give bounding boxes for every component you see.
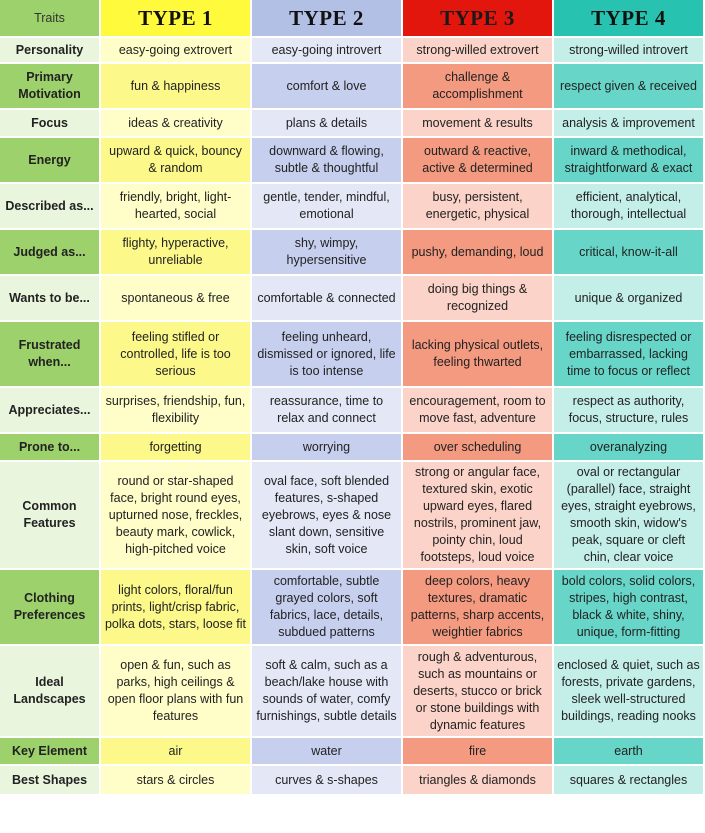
type-4-cell: critical, know-it-all — [553, 229, 705, 276]
table-row: Ideal Landscapes open & fun, such as park… — [0, 645, 705, 738]
type-2-cell: plans & details — [251, 109, 403, 138]
row-label: Energy — [0, 137, 101, 184]
type-2-cell: gentle, tender, mindful, emotional — [251, 183, 403, 230]
row-label: Clothing Preferences — [0, 569, 101, 646]
type-4-cell: squares & rectangles — [553, 765, 705, 796]
type-4-cell: bold colors, solid colors, stripes, high… — [553, 569, 705, 646]
traits-table: Traits TYPE 1 TYPE 2 TYPE 3 TYPE 4 Perso… — [0, 0, 705, 796]
type-4-header: TYPE 4 — [553, 0, 705, 38]
type-1-cell: round or star-shaped face, bright round … — [100, 461, 252, 570]
table-row: Focus ideas & creativity plans & details mo… — [0, 109, 705, 138]
type-1-cell: light colors, floral/fun prints, light/c… — [100, 569, 252, 646]
table-row: Appreciates... surprises, friendship, fun… — [0, 387, 705, 434]
row-label: Primary Motivation — [0, 63, 101, 110]
type-3-cell: lacking physical outlets, feeling thwart… — [402, 321, 554, 388]
type-4-cell: enclosed & quiet, such as forests, priva… — [553, 645, 705, 738]
row-label: Wants to be... — [0, 275, 101, 322]
type-3-cell: challenge & accomplishment — [402, 63, 554, 110]
row-label: Frustrated when... — [0, 321, 101, 388]
type-1-cell: feeling stifled or controlled, life is t… — [100, 321, 252, 388]
row-label: Ideal Landscapes — [0, 645, 101, 738]
type-2-cell: water — [251, 737, 403, 766]
type-2-cell: feeling unheard, dismissed or ignored, l… — [251, 321, 403, 388]
type-2-cell: curves & s-shapes — [251, 765, 403, 796]
table-row: Common Features round or star-shaped face… — [0, 461, 705, 570]
type-4-cell: oval or rectangular (parallel) face, str… — [553, 461, 705, 570]
type-3-cell: deep colors, heavy textures, dramatic pa… — [402, 569, 554, 646]
type-3-cell: strong-willed extrovert — [402, 37, 554, 64]
type-1-cell: fun & happiness — [100, 63, 252, 110]
type-3-cell: over scheduling — [402, 433, 554, 462]
type-4-cell: respect given & received — [553, 63, 705, 110]
table-row: Frustrated when... feeling stifled or con… — [0, 321, 705, 388]
row-label: Common Features — [0, 461, 101, 570]
type-1-cell: easy-going extrovert — [100, 37, 252, 64]
type-1-cell: surprises, friendship, fun, flexibility — [100, 387, 252, 434]
type-2-cell: shy, wimpy, hypersensitive — [251, 229, 403, 276]
type-2-cell: easy-going introvert — [251, 37, 403, 64]
type-2-cell: worrying — [251, 433, 403, 462]
row-label: Personality — [0, 37, 101, 64]
row-label: Appreciates... — [0, 387, 101, 434]
type-2-cell: downward & flowing, subtle & thoughtful — [251, 137, 403, 184]
type-2-cell: reassurance, time to relax and connect — [251, 387, 403, 434]
row-label: Prone to... — [0, 433, 101, 462]
table-row: Prone to... forgetting worrying over schedu… — [0, 433, 705, 462]
type-3-cell: rough & adventurous, such as mountains o… — [402, 645, 554, 738]
type-2-cell: soft & calm, such as a beach/lake house … — [251, 645, 403, 738]
type-3-cell: outward & reactive, active & determined — [402, 137, 554, 184]
type-4-cell: strong-willed introvert — [553, 37, 705, 64]
table-row: Clothing Preferences light colors, floral… — [0, 569, 705, 646]
type-3-header: TYPE 3 — [402, 0, 554, 38]
traits-header: Traits — [0, 0, 101, 38]
type-4-cell: overanalyzing — [553, 433, 705, 462]
type-1-cell: friendly, bright, light-hearted, social — [100, 183, 252, 230]
table-row: Key Element air water fire earth — [0, 737, 705, 766]
type-3-cell: strong or angular face, textured skin, e… — [402, 461, 554, 570]
type-3-cell: triangles & diamonds — [402, 765, 554, 796]
type-4-cell: respect as authority, focus, structure, … — [553, 387, 705, 434]
type-4-cell: feeling disrespected or embarrassed, lac… — [553, 321, 705, 388]
table-row: Personality easy-going extrovert easy-goin… — [0, 37, 705, 64]
type-2-header: TYPE 2 — [251, 0, 403, 38]
type-1-cell: upward & quick, bouncy & random — [100, 137, 252, 184]
type-4-cell: inward & methodical, straightforward & e… — [553, 137, 705, 184]
row-label: Best Shapes — [0, 765, 101, 796]
type-2-cell: comfort & love — [251, 63, 403, 110]
type-4-cell: analysis & improvement — [553, 109, 705, 138]
row-label: Described as... — [0, 183, 101, 230]
header-row: Traits TYPE 1 TYPE 2 TYPE 3 TYPE 4 — [0, 0, 705, 38]
row-label: Judged as... — [0, 229, 101, 276]
type-3-cell: fire — [402, 737, 554, 766]
type-4-cell: earth — [553, 737, 705, 766]
type-2-cell: comfortable, subtle grayed colors, soft … — [251, 569, 403, 646]
type-3-cell: movement & results — [402, 109, 554, 138]
type-1-cell: open & fun, such as parks, high ceilings… — [100, 645, 252, 738]
type-3-cell: doing big things & recognized — [402, 275, 554, 322]
type-1-cell: stars & circles — [100, 765, 252, 796]
type-3-cell: busy, persistent, energetic, physical — [402, 183, 554, 230]
table-row: Wants to be... spontaneous & free comforta… — [0, 275, 705, 322]
type-1-cell: ideas & creativity — [100, 109, 252, 138]
type-3-cell: pushy, demanding, loud — [402, 229, 554, 276]
table-row: Primary Motivation fun & happiness comfort… — [0, 63, 705, 110]
type-2-cell: oval face, soft blended features, s-shap… — [251, 461, 403, 570]
type-4-cell: unique & organized — [553, 275, 705, 322]
type-1-cell: flighty, hyperactive, unreliable — [100, 229, 252, 276]
type-1-cell: forgetting — [100, 433, 252, 462]
type-1-header: TYPE 1 — [100, 0, 252, 38]
row-label: Focus — [0, 109, 101, 138]
type-3-cell: encouragement, room to move fast, advent… — [402, 387, 554, 434]
table-row: Energy upward & quick, bouncy & random dow… — [0, 137, 705, 184]
type-1-cell: air — [100, 737, 252, 766]
table-row: Described as... friendly, bright, light-h… — [0, 183, 705, 230]
table-row: Best Shapes stars & circles curves & s-sha… — [0, 765, 705, 796]
row-label: Key Element — [0, 737, 101, 766]
type-4-cell: efficient, analytical, thorough, intelle… — [553, 183, 705, 230]
type-2-cell: comfortable & connected — [251, 275, 403, 322]
type-1-cell: spontaneous & free — [100, 275, 252, 322]
table-row: Judged as... flighty, hyperactive, unreli… — [0, 229, 705, 276]
